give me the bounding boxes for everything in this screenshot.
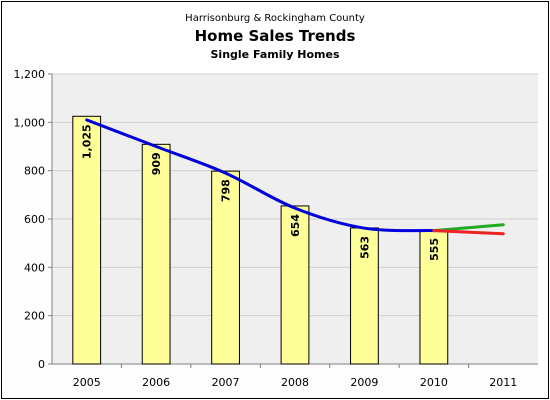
x-tick-label-2008: 2008	[281, 376, 309, 389]
bar-label-2009: 563	[358, 236, 371, 259]
bar-label-2006: 909	[150, 152, 163, 175]
x-tick-label-2005: 2005	[73, 376, 101, 389]
bar-2005	[72, 115, 102, 365]
bar-label-2008: 654	[289, 214, 302, 237]
bar-2009	[350, 227, 379, 365]
trend-line	[85, 118, 436, 233]
y-tick-label-1200: 1,200	[14, 68, 46, 81]
bar-2010	[419, 229, 449, 365]
bar-2006	[141, 143, 171, 365]
x-tick-label-2010: 2010	[420, 376, 448, 389]
x-tick-label-2006: 2006	[142, 376, 170, 389]
chart-supertitle: Harrisonburg & Rockingham County	[185, 13, 365, 24]
y-tick-label-1000: 1,000	[14, 116, 46, 129]
x-tick-label-2007: 2007	[212, 376, 240, 389]
bar-2008	[280, 205, 310, 365]
bar-label-2010: 555	[428, 238, 441, 261]
bar-2007	[211, 170, 240, 365]
y-tick-label-800: 800	[24, 165, 45, 178]
bar-label-2005: 1,025	[81, 124, 94, 159]
y-tick-label-600: 600	[24, 213, 45, 226]
y-tick-label-400: 400	[24, 261, 45, 274]
projection-line-low	[432, 229, 505, 236]
chart-title: Home Sales Trends	[195, 27, 356, 45]
chart-subtitle: Single Family Homes	[211, 48, 340, 61]
bar-label-2007: 798	[220, 179, 233, 202]
x-tick-label-2011: 2011	[489, 376, 517, 389]
plot-area: 0 200 400 600 800 1,000 1,200 2005 2006 2007 2008 2…	[14, 68, 538, 389]
x-tick-label-2009: 2009	[350, 376, 378, 389]
y-tick-label-200: 200	[24, 310, 45, 323]
y-tick-label-0: 0	[38, 358, 45, 371]
